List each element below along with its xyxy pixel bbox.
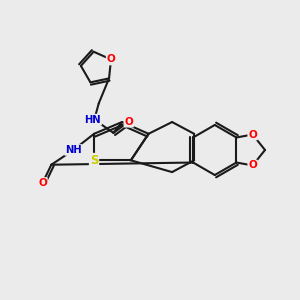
Text: O: O	[248, 160, 257, 170]
Text: O: O	[38, 178, 47, 188]
Text: O: O	[124, 117, 133, 127]
Text: O: O	[106, 55, 116, 64]
Text: HN: HN	[85, 115, 101, 124]
Text: NH: NH	[65, 145, 82, 155]
Text: O: O	[248, 130, 257, 140]
Text: S: S	[90, 154, 98, 167]
